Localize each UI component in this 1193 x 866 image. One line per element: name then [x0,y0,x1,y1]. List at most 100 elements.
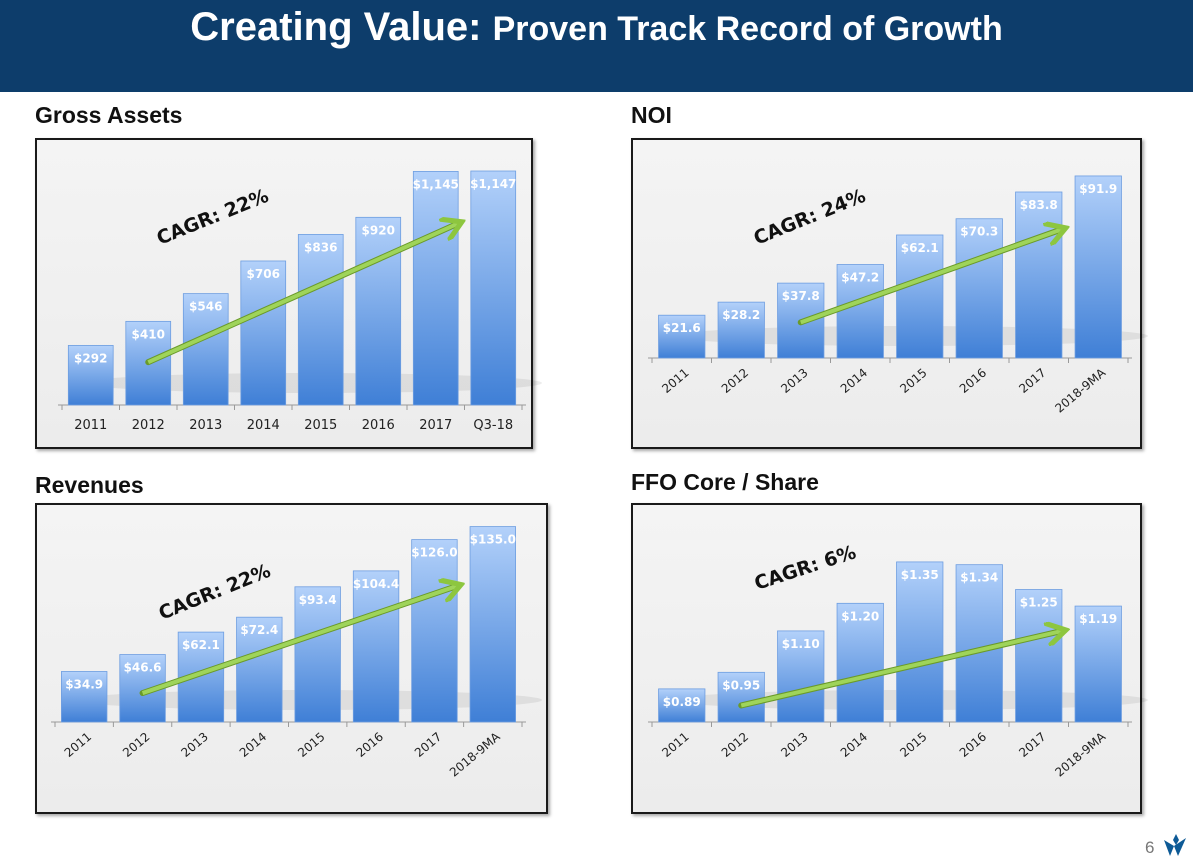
data-label: $62.1 [182,638,220,652]
x-tick-label: 2011 [74,418,107,433]
bar-ffo-2018-9MA [1074,605,1122,723]
data-label: $91.9 [1079,182,1117,196]
x-tick-label: 2013 [189,418,222,433]
data-label: $46.6 [124,661,162,675]
x-tick-label: 2014 [247,418,280,433]
bar-ffo-2017 [1015,589,1063,723]
x-tick-label: 2017 [419,418,452,433]
x-tick-label: 2018-9MA [447,729,503,779]
chart-title-gross-assets: Gross Assets [35,102,183,128]
data-label: $706 [247,267,280,281]
bar-gross-assets-2013 [182,293,229,406]
x-tick-label: 2013 [778,730,810,760]
title-main: Creating Value: [190,5,482,49]
bar-ffo-2012 [717,671,765,723]
x-tick-label: 2011 [62,730,94,760]
x-tick-label: 2012 [120,730,152,760]
bar-noi-2011 [658,314,706,359]
cagr-arrow [800,229,1062,325]
bar-ffo-2011 [658,688,706,723]
data-label: $47.2 [841,270,879,284]
cagr-label: CAGR: 6% [752,541,859,594]
data-label: $104.4 [353,577,399,591]
data-label: $1,145 [413,177,459,191]
bar-noi-2017 [1015,191,1063,359]
x-tick-label: 2013 [178,730,210,760]
data-label: $72.4 [240,623,278,637]
x-tick-label: 2012 [719,730,751,760]
data-label: $21.6 [663,321,701,335]
bar-ffo-2013 [777,630,825,723]
x-tick-label: 2014 [237,730,269,760]
data-label: $1.35 [901,568,939,582]
header-bar [0,0,1193,92]
x-tick-label: 2013 [778,366,810,396]
data-label: $83.8 [1020,198,1058,212]
bar-revenues-2017 [411,539,458,723]
data-label: $34.9 [65,677,103,691]
data-label: $1.34 [960,571,998,585]
bar-ffo-2014 [836,602,884,723]
bar-noi-2015 [896,234,944,359]
page-number: 6 [1145,838,1155,857]
bar-gross-assets-2016 [355,216,402,406]
cagr-arrow [141,586,458,695]
x-tick-label: Q3-18 [473,418,513,433]
x-tick-label: 2014 [838,730,870,760]
x-tick-label: 2012 [132,418,165,433]
x-tick-label: 2016 [362,418,395,433]
x-tick-label: 2017 [1016,730,1048,760]
title-rest: Proven Track Record of Growth [492,10,1003,48]
bar-revenues-2018-9MA [469,526,516,723]
data-label: $1.10 [782,637,820,651]
x-tick-label: 2011 [659,730,691,760]
x-tick-label: 2015 [897,366,929,396]
data-label: $546 [189,300,222,314]
data-label: $0.89 [663,695,701,709]
bar-gross-assets-Q3-18 [470,170,517,406]
x-tick-label: 2015 [897,730,929,760]
bar-gross-assets-2015 [297,234,344,406]
bar-revenues-2016 [352,570,400,723]
bar-revenues-2015 [294,586,341,723]
data-label: $1,147 [470,177,516,191]
x-tick-label: 2017 [1016,366,1048,396]
chart-title-noi: NOI [631,102,672,128]
bar-noi-2014 [836,264,884,359]
cagr-arrow [147,223,458,364]
data-label: $836 [304,240,337,254]
bar-gross-assets-2011 [67,345,114,406]
bar-revenues-2014 [236,616,283,723]
data-label: $920 [362,223,395,237]
x-tick-label: 2016 [354,730,386,760]
data-label: $410 [132,327,165,341]
data-label: $0.95 [722,678,760,692]
cagr-label: CAGR: 22% [156,560,274,625]
x-tick-label: 2016 [957,730,989,760]
company-logo [1164,834,1186,856]
data-label: $1.20 [841,609,879,623]
x-tick-label: 2016 [957,366,989,396]
cagr-arrow [740,631,1062,708]
x-tick-label: 2018-9MA [1052,729,1108,779]
bar-noi-2018-9MA [1074,175,1122,359]
x-tick-label: 2012 [719,366,751,396]
cagr-label: CAGR: 22% [154,185,272,250]
chart-title-revenues: Revenues [35,472,144,498]
x-tick-label: 2015 [304,418,337,433]
data-label: $70.3 [960,225,998,239]
x-tick-label: 2014 [838,366,870,396]
data-label: $28.2 [722,308,760,322]
bar-noi-2012 [717,301,765,359]
bar-revenues-2011 [61,671,108,723]
x-tick-label: 2018-9MA [1052,365,1108,415]
bar-gross-assets-2017 [412,171,459,406]
data-label: $1.25 [1020,596,1058,610]
x-tick-label: 2015 [295,730,327,760]
bar-ffo-2015 [896,561,944,723]
page-title: Creating Value: Proven Track Record of G… [0,4,1193,52]
bar-noi-2016 [955,218,1003,359]
data-label: $126.0 [411,546,457,560]
bar-gross-assets-2014 [240,260,287,406]
